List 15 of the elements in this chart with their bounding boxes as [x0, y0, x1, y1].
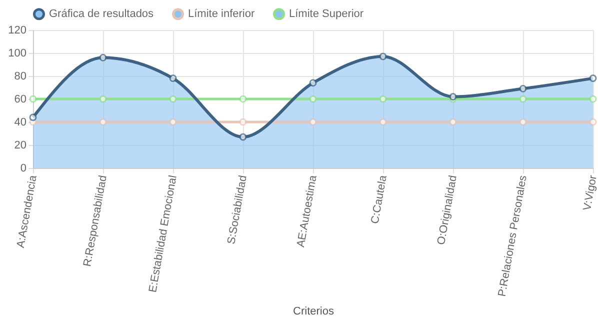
x-tick-label: C:Cautela — [369, 174, 390, 225]
y-tick-label: 60 — [14, 94, 26, 106]
y-tick-label: 20 — [14, 140, 26, 152]
legend-label: Gráfica de resultados — [49, 8, 154, 20]
y-tick-label: 40 — [14, 116, 26, 128]
x-tick-label: E:Estabilidad Emocional — [146, 174, 180, 294]
x-tick-label: V:Vigor — [581, 174, 598, 212]
y-tick-label: 0 — [20, 162, 26, 174]
y-tick-label: 120 — [8, 24, 26, 36]
y-tick-label: 80 — [14, 70, 26, 82]
y-tick-label: 100 — [8, 48, 26, 60]
x-tick-label: P:Relaciones Personales — [496, 174, 530, 298]
legend-label: Límite Superior — [289, 8, 364, 20]
x-axis-title: Criterios — [293, 305, 334, 318]
legend-label: Límite inferior — [188, 8, 255, 20]
